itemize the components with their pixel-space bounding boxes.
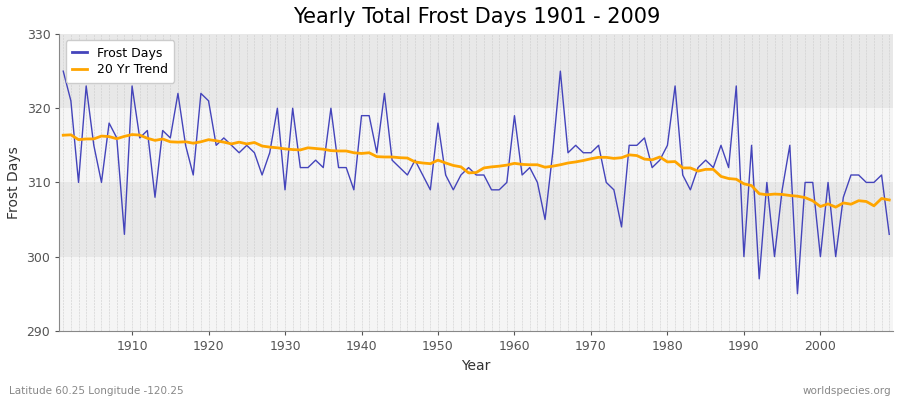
Frost Days <box>792 291 803 296</box>
20 Yr Trend <box>341 148 352 153</box>
20 Yr Trend <box>608 156 619 161</box>
Bar <box>59 108 893 182</box>
Legend: Frost Days, 20 Yr Trend: Frost Days, 20 Yr Trend <box>66 40 175 82</box>
Bar <box>59 256 893 331</box>
20 Yr Trend <box>831 205 842 210</box>
Frost Days <box>119 232 130 237</box>
Line: Frost Days: Frost Days <box>63 71 889 294</box>
Frost Days <box>501 180 512 185</box>
Bar <box>59 34 893 108</box>
20 Yr Trend <box>509 161 520 166</box>
Frost Days <box>58 69 68 74</box>
20 Yr Trend <box>58 133 68 138</box>
Text: worldspecies.org: worldspecies.org <box>803 386 891 396</box>
Line: 20 Yr Trend: 20 Yr Trend <box>63 134 889 207</box>
20 Yr Trend <box>884 198 895 202</box>
Title: Yearly Total Frost Days 1901 - 2009: Yearly Total Frost Days 1901 - 2009 <box>292 7 660 27</box>
20 Yr Trend <box>517 162 527 167</box>
Frost Days <box>884 232 895 237</box>
Frost Days <box>509 113 520 118</box>
Bar <box>59 182 893 256</box>
X-axis label: Year: Year <box>462 359 490 373</box>
Frost Days <box>601 180 612 185</box>
20 Yr Trend <box>119 134 130 139</box>
Frost Days <box>333 165 344 170</box>
20 Yr Trend <box>127 132 138 137</box>
Frost Days <box>287 106 298 111</box>
Text: Latitude 60.25 Longitude -120.25: Latitude 60.25 Longitude -120.25 <box>9 386 184 396</box>
20 Yr Trend <box>295 148 306 152</box>
Y-axis label: Frost Days: Frost Days <box>7 146 21 219</box>
